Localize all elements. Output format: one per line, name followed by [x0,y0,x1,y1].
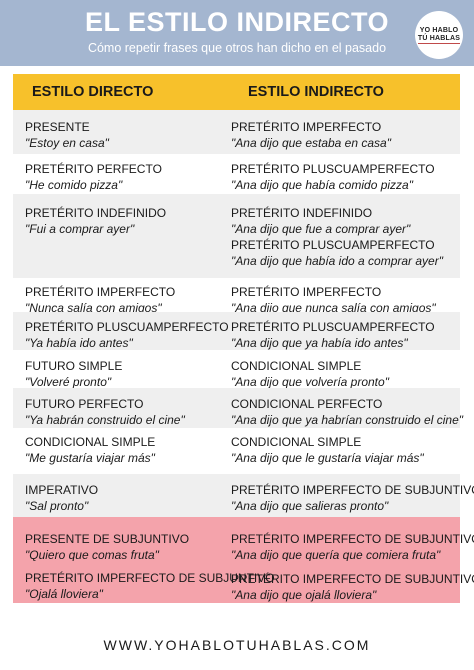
example-sentence: "Ana dijo que había comido pizza" [231,178,413,192]
tense-name: PRETÉRITO PLUSCUAMPERFECTO [231,162,435,176]
example-sentence: "Ana dijo que nunca salía con amigos" [231,301,436,315]
tense-name: PRETÉRITO PERFECTO [25,162,162,176]
example-sentence: "Me gustaría viajar más" [25,451,155,465]
header-banner: EL ESTILO INDIRECTO Cómo repetir frases … [0,0,474,66]
example-sentence: "Sal pronto" [25,499,89,513]
example-sentence: "Estoy en casa" [25,136,109,150]
table-row: PRETÉRITO PERFECTO "He comido pizza" PRETÉ… [13,154,460,194]
table-row: PRETÉRITO IMPERFECTO DE SUBJUNTIVO "Ojalá… [13,561,474,603]
example-sentence: "Ana dijo que estaba en casa" [231,136,391,150]
tense-name: FUTURO SIMPLE [25,359,123,373]
website-url: WWW.YOHABLOTUHABLAS.COM [103,637,371,653]
example-sentence: "Ana dijo que volvería pronto" [231,375,389,389]
example-sentence: "Ana dijo que ojalá lloviera" [231,588,377,602]
tense-name: PRETÉRITO IMPERFECTO DE SUBJUNTIVO [231,483,474,497]
table-row: PRESENTE DE SUBJUNTIVO "Quiero que comas … [13,517,474,562]
example-sentence: "Ya había ido antes" [25,336,133,350]
tense-name: PRETÉRITO IMPERFECTO DE SUBJUNTIVO [25,571,275,585]
tense-name: CONDICIONAL SIMPLE [231,435,362,449]
example-sentence: "Fui a comprar ayer" [25,222,135,236]
example-sentence: "Volveré pronto" [25,375,112,389]
example-sentence: "Ana dijo que fue a comprar ayer" [231,222,411,236]
tense-name: CONDICIONAL SIMPLE [25,435,156,449]
example-sentence: "Ana dijo que quería que comiera fruta" [231,548,441,562]
table-row: PRETÉRITO IMPERFECTO "Nunca salía con ami… [13,278,460,315]
tense-name: PRESENTE DE SUBJUNTIVO [25,532,190,546]
tense-name: CONDICIONAL SIMPLE [231,359,362,373]
tense-name: CONDICIONAL PERFECTO [231,397,383,411]
example-sentence: "Ana dijo que le gustaría viajar más" [231,451,424,465]
example-sentence: "Ojalá lloviera" [25,587,103,601]
tense-name: PRETÉRITO PLUSCUAMPERFECTO [231,320,435,334]
tense-name: PRETÉRITO IMPERFECTO DE SUBJUNTIVO [231,532,474,546]
tense-name: PRETÉRITO IMPERFECTO DE SUBJUNTIVO [231,572,474,586]
page-title: EL ESTILO INDIRECTO [84,7,390,37]
brand-logo: YO HABLO TÚ HABLAS [415,11,463,59]
table-row: PRETÉRITO PLUSCUAMPERFECTO "Ya había ido … [13,312,460,350]
tense-name: IMPERATIVO [25,483,99,497]
example-sentence: "Nunca salía con amigos" [25,301,162,315]
tense-name: PRETÉRITO IMPERFECTO [25,285,176,299]
example-sentence: "Ana dijo que ya había ido antes" [231,336,408,350]
table-row: PRESENTE "Estoy en casa" PRETÉRITO IMPERFE… [13,110,460,154]
table-row: FUTURO PERFECTO "Ya habrán construido el … [13,388,464,428]
tense-name: PRETÉRITO INDEFINIDO [231,206,373,220]
example-sentence: "Ya habrán construido el cine" [25,413,185,427]
table-row: PRETÉRITO INDEFINIDO "Fui a comprar ayer"… [13,194,460,278]
table-header: ESTILO DIRECTO ESTILO INDIRECTO [13,74,460,110]
tense-name: PRETÉRITO PLUSCUAMPERFECTO [25,320,229,334]
example-sentence: "He comido pizza" [25,178,123,192]
column-header-indirect: ESTILO INDIRECTO [248,84,384,100]
example-sentence: "Ana dijo que había ido a comprar ayer" [231,254,443,268]
tense-name: PRETÉRITO IMPERFECTO [231,120,382,134]
tense-name: PRETÉRITO IMPERFECTO [231,285,382,299]
table-row: IMPERATIVO "Sal pronto" PRETÉRITO IMPERFEC… [13,474,474,517]
column-header-direct: ESTILO DIRECTO [32,84,154,100]
tense-name: FUTURO PERFECTO [25,397,144,411]
tense-name: PRETÉRITO INDEFINIDO [25,206,167,220]
table-row: FUTURO SIMPLE "Volveré pronto" CONDICIONAL… [13,350,460,389]
example-sentence: "Quiero que comas fruta" [25,548,159,562]
tense-name: PRETÉRITO PLUSCUAMPERFECTO [231,238,435,252]
table-row: CONDICIONAL SIMPLE "Me gustaría viajar má… [13,428,460,474]
page-subtitle: Cómo repetir frases que otros han dicho … [87,41,387,55]
example-sentence: "Ana dijo que salieras pronto" [231,499,389,513]
example-sentence: "Ana dijo que ya habrían construido el c… [231,413,464,427]
tense-name: PRESENTE [25,120,90,134]
logo-text-line-1: YO HABLO [419,26,459,34]
logo-text-line-2: TÚ HABLAS [417,34,461,44]
